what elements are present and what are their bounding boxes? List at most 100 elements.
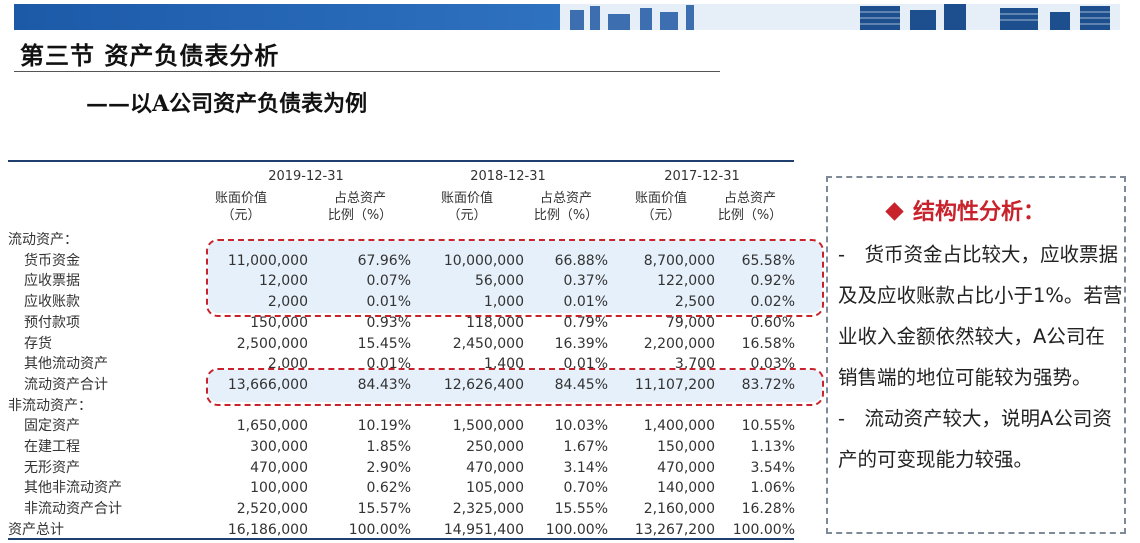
- ratio-col-header: 占总资产: [333, 191, 386, 206]
- value-cell: 105,000: [466, 480, 524, 497]
- table-row: 非流动资产：: [8, 396, 794, 416]
- ratio-cell: 84.45%: [554, 376, 608, 393]
- ratio-cell: 84.43%: [357, 376, 411, 393]
- value-cell: 11,000,000: [227, 252, 308, 269]
- ratio-cell: 1.06%: [750, 480, 795, 497]
- table-row: 流动资产合计 13,666,000 84.43% 12,626,400 84.45% 11…: [8, 375, 795, 395]
- ratio-cell: 10.03%: [554, 418, 608, 435]
- value-cell: 13,267,200: [634, 521, 715, 538]
- ratio-cell: 1.13%: [750, 439, 795, 455]
- ratio-cell: 3.14%: [563, 459, 608, 476]
- value-cell: 470,000: [250, 459, 308, 476]
- ratio-cell: 65.58%: [741, 252, 795, 269]
- row-label: 流动资产：: [8, 232, 78, 248]
- ratio-cell: 16.39%: [554, 335, 608, 352]
- analysis-paragraph: - 货币资金占比较大，应收票据及及应收账款占比小于1%。若营业收入金额依然较大，…: [838, 243, 1123, 389]
- ratio-cell: 0.62%: [366, 480, 411, 497]
- value-cell: 12,626,400: [443, 376, 524, 393]
- row-label: 其他非流动资产: [24, 480, 122, 497]
- ratio-cell: 0.70%: [563, 480, 608, 497]
- ratio-cell: 1.67%: [563, 439, 608, 455]
- year-header: 2019-12-31: [268, 169, 344, 184]
- value-cell: 150,000: [657, 439, 715, 455]
- ratio-cell: 15.45%: [357, 335, 411, 352]
- table-row: 应收账款 2,000 0.01% 1,000 0.01% 2,500 0.02%: [8, 292, 795, 312]
- value-cell: 14,951,400: [443, 521, 524, 538]
- row-label: 流动资产合计: [24, 376, 108, 393]
- value-cell: 470,000: [466, 459, 524, 476]
- value-cell: 2,200,000: [643, 335, 715, 352]
- ratio-col-header: 占总资产: [539, 191, 592, 206]
- row-label: 固定资产: [24, 418, 80, 435]
- ratio-cell: 15.55%: [554, 501, 608, 518]
- table-row: 非流动资产合计 2,520,000 15.57% 2,325,000 15.55% 2,1…: [8, 499, 795, 519]
- row-label: 在建工程: [24, 439, 80, 455]
- page-title: 第三节 资产负债表分析: [20, 41, 280, 70]
- value-cell: 300,000: [250, 439, 308, 455]
- value-cell: 13,666,000: [227, 376, 308, 393]
- table-row: 流动资产：: [8, 230, 794, 250]
- ratio-cell: 0.79%: [563, 314, 608, 331]
- table-row: 固定资产 1,650,000 10.19% 1,500,000 10.03% 1,400,…: [8, 416, 795, 436]
- ratio-cell: 100.00%: [348, 521, 411, 538]
- highlight-shade: [208, 370, 822, 402]
- value-cell: 11,107,200: [634, 376, 715, 393]
- value-cell: 8,700,000: [643, 252, 715, 269]
- value-cell: 2,520,000: [236, 501, 308, 518]
- value-cell: 12,000: [259, 273, 308, 290]
- year-header: 2018-12-31: [470, 169, 546, 184]
- value-cell: 2,325,000: [452, 501, 524, 518]
- row-label: 无形资产: [24, 459, 80, 476]
- ratio-cell: 0.37%: [563, 273, 608, 290]
- value-col-header: 账面价值: [634, 191, 687, 206]
- ratio-cell: 10.19%: [357, 418, 411, 435]
- row-label: 应收账款: [24, 294, 80, 311]
- ratio-cell: 66.88%: [554, 252, 608, 269]
- row-label: 非流动资产：: [8, 397, 92, 414]
- highlight-box-current-assets: [206, 368, 824, 406]
- analysis-paragraph: - 流动资产较大，说明A公司资产的可变现能力较强。: [838, 407, 1112, 471]
- value-col-unit: （元）: [641, 208, 681, 223]
- analysis-title-text: 结构性分析：: [913, 200, 1046, 225]
- value-cell: 16,186,000: [227, 521, 308, 538]
- row-label: 货币资金: [24, 252, 80, 269]
- value-cell: 1,500,000: [452, 418, 524, 435]
- ratio-cell: 1.85%: [366, 439, 411, 455]
- table-row: 预付款项 150,000 0.93% 118,000 0.79% 79,000 0.60%: [8, 313, 795, 333]
- value-cell: 1,400,000: [643, 418, 715, 435]
- ratio-cell: 67.96%: [357, 252, 411, 269]
- page-subtitle: ——以A公司资产负债表为例: [86, 91, 368, 117]
- header-banner: [14, 4, 1120, 30]
- ratio-col-header: 占总资产: [723, 191, 776, 206]
- year-header: 2017-12-31: [664, 169, 740, 184]
- row-label: 其他流动资产: [24, 356, 108, 373]
- table-row: 其他非流动资产 100,000 0.62% 105,000 0.70% 140,000 1.…: [8, 478, 795, 498]
- ratio-cell: 16.28%: [741, 501, 795, 518]
- ratio-cell: 0.07%: [366, 273, 411, 290]
- value-col-unit: （元）: [447, 208, 487, 223]
- table-row: 资产总计 16,186,000 100.00% 14,951,400 100.00% 13…: [8, 520, 795, 540]
- table-row: 应收票据 12,000 0.07% 56,000 0.37% 122,000 0.92%: [8, 271, 795, 291]
- value-cell: 2,500,000: [236, 335, 308, 352]
- ratio-cell: 83.72%: [741, 376, 795, 393]
- row-label: 应收票据: [24, 273, 80, 290]
- value-cell: 150,000: [250, 314, 308, 331]
- ratio-cell: 2.90%: [366, 459, 411, 476]
- ratio-col-unit: 比例（%）: [717, 208, 783, 223]
- value-cell: 56,000: [475, 273, 524, 290]
- table-row: 在建工程 300,000 1.85% 250,000 1.67% 150,000 1.13%: [8, 437, 795, 457]
- analysis-panel: 结构性分析： - 货币资金占比较大，应收票据及及应收账款占比小于1%。若营业收入…: [826, 176, 1126, 534]
- ratio-cell: 0.60%: [750, 314, 795, 331]
- ratio-cell: 0.93%: [366, 314, 411, 331]
- value-cell: 122,000: [657, 273, 715, 290]
- ratio-col-unit: 比例（%）: [327, 208, 393, 223]
- ratio-cell: 0.92%: [750, 273, 795, 290]
- ratio-cell: 0.01%: [366, 294, 411, 311]
- value-col-header: 账面价值: [214, 191, 267, 206]
- buildings-image: [560, 4, 1120, 30]
- value-cell: 250,000: [466, 439, 524, 455]
- value-col-header: 账面价值: [440, 191, 493, 206]
- value-col-unit: （元）: [221, 208, 261, 223]
- value-cell: 2,160,000: [643, 501, 715, 518]
- highlight-shade: [208, 241, 822, 313]
